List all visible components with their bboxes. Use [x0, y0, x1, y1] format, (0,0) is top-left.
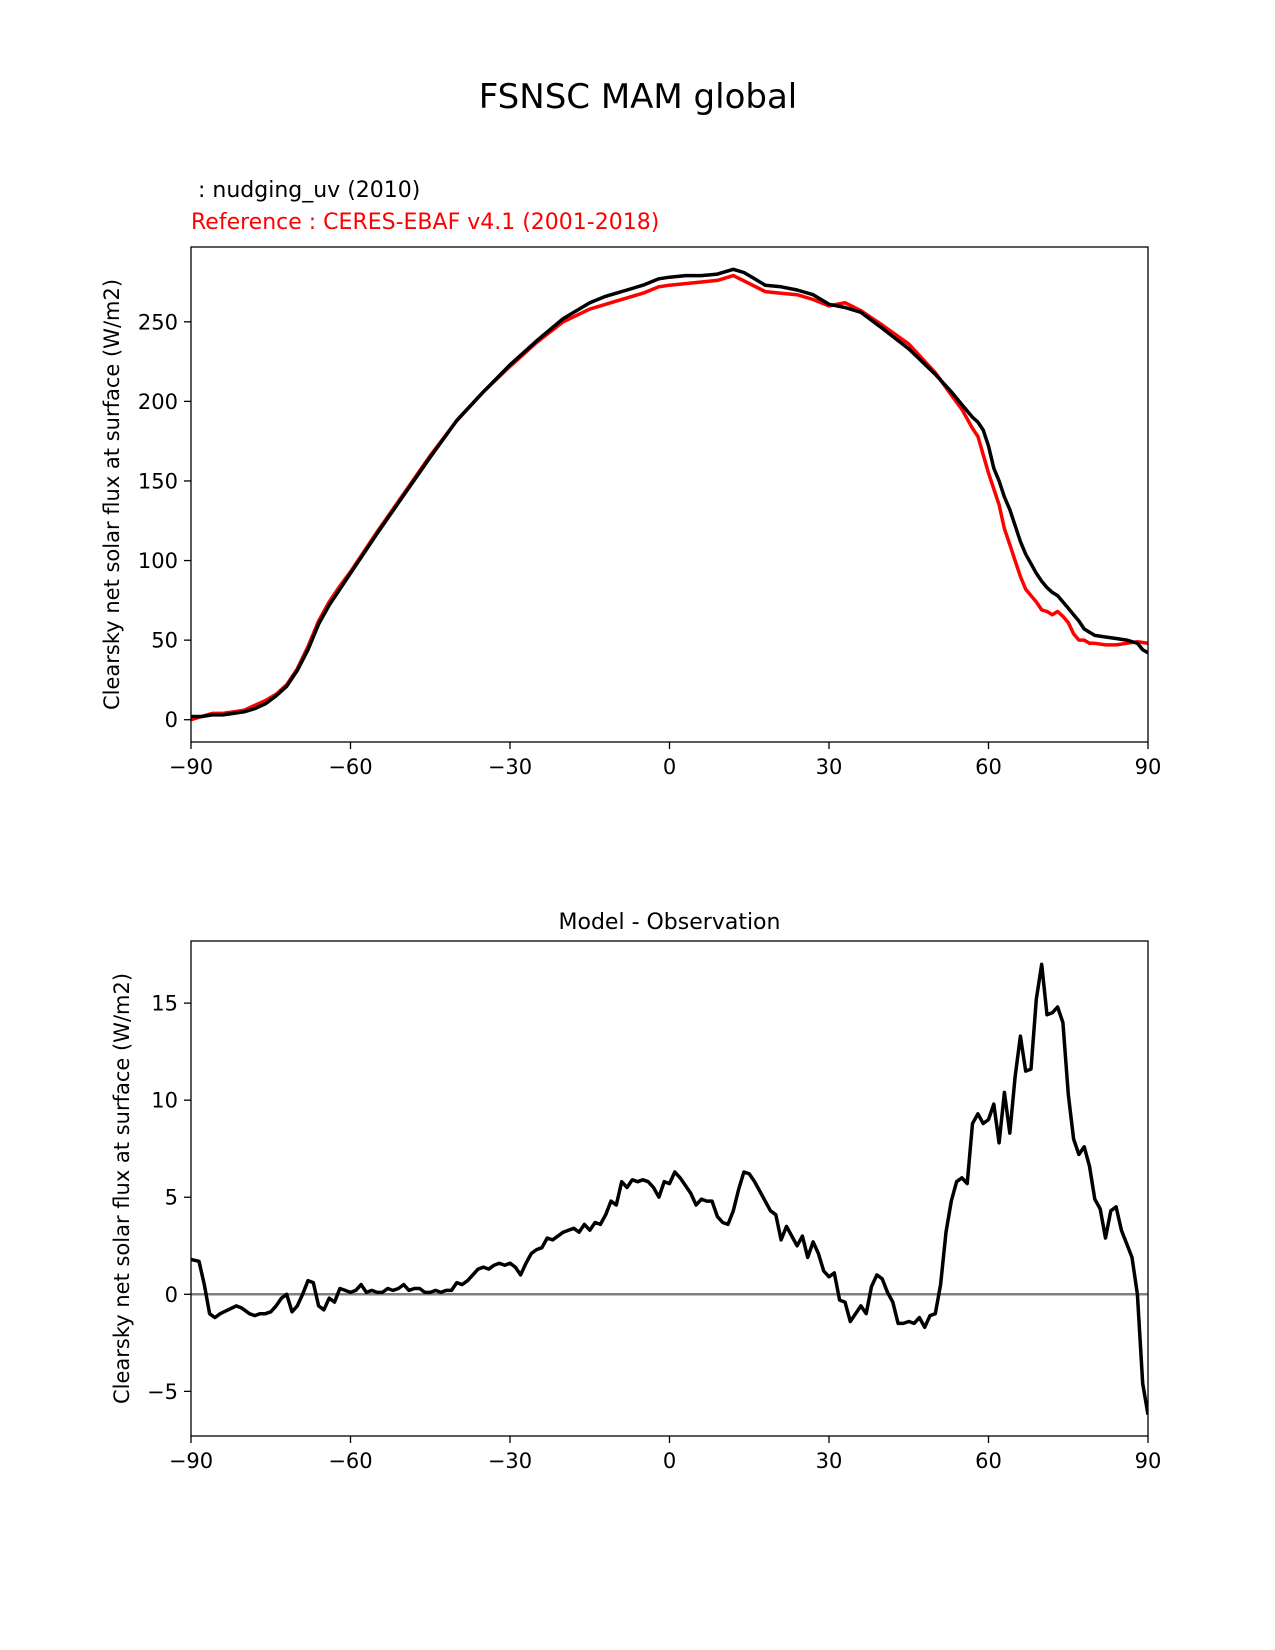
panel-title: Model - Observation	[559, 910, 781, 935]
x-tick-label: 60	[975, 1449, 1002, 1473]
x-tick-label: 90	[1135, 755, 1162, 779]
difference-series-line	[191, 962, 1148, 1415]
reference-label: Reference : CERES-EBAF v4.1 (2001-2018)	[191, 210, 659, 235]
x-tick-label: 90	[1135, 1449, 1162, 1473]
x-tick-label: 0	[663, 1449, 676, 1473]
top-panel-chart: −90 −60 −30 0 30 60 90 0 50 100 150 200 250 Clearsky …	[100, 246, 1162, 779]
x-tick-label: −90	[169, 755, 213, 779]
y-tick-label: 250	[138, 310, 178, 334]
x-tick-label: −60	[328, 755, 372, 779]
y-axis-label: Clearsky net solar flux at surface (W/m2…	[100, 279, 124, 710]
x-tick-label: 30	[816, 1449, 843, 1473]
y-tick-label: −5	[147, 1380, 178, 1404]
y-axis-label: Clearsky net solar flux at surface (W/m2…	[110, 973, 134, 1404]
x-tick-label: −30	[488, 755, 532, 779]
test-label: : nudging_uv (2010)	[191, 178, 420, 203]
x-tick-label: 0	[663, 755, 676, 779]
y-tick-label: 5	[165, 1186, 178, 1210]
plot-frame	[190, 940, 1149, 1437]
x-tick-label: −90	[169, 1449, 213, 1473]
y-tick-label: 200	[138, 390, 178, 414]
y-tick-label: 10	[151, 1089, 178, 1113]
y-tick-label: 100	[138, 549, 178, 573]
difference-panel-chart: Model - Observation −90 −60 −30 0 30 60 90 −5 0 5 1…	[110, 910, 1161, 1473]
x-tick-label: −60	[328, 1449, 372, 1473]
x-tick-label: −30	[488, 1449, 532, 1473]
y-tick-label: 0	[165, 1283, 178, 1307]
figure-title: FSNSC MAM global	[479, 77, 798, 117]
y-tick-label: 0	[165, 708, 178, 732]
x-tick-label: 60	[975, 755, 1002, 779]
y-tick-label: 150	[138, 469, 178, 493]
x-tick-label: 30	[816, 755, 843, 779]
y-tick-label: 15	[151, 992, 178, 1016]
y-tick-label: 50	[151, 629, 178, 653]
test-series-line	[191, 267, 1148, 719]
